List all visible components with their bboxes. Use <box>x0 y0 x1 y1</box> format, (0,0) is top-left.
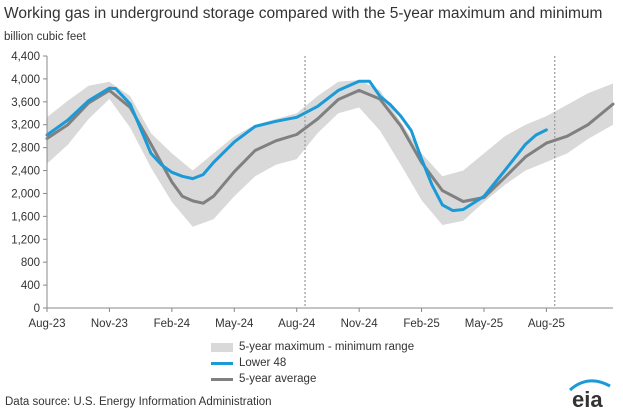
y-tick-label: 1,200 <box>11 234 40 246</box>
y-tick-label: 2,000 <box>11 188 40 200</box>
eia-logo: eia <box>569 379 611 410</box>
series-line-5-year-average <box>45 88 615 205</box>
y-tick-label: 1,600 <box>11 211 40 223</box>
y-tick-label: 2,800 <box>11 143 40 155</box>
range-band-layer <box>47 80 613 227</box>
y-tick-label: 4,400 <box>11 51 40 63</box>
legend-swatch-lower48 <box>211 361 233 365</box>
y-tick-label: 4,000 <box>11 74 40 86</box>
x-tick-label: May-25 <box>465 318 503 330</box>
eia-logo-arc <box>569 379 611 392</box>
x-tick-label: Aug-23 <box>28 318 65 330</box>
legend-label-band: 5-year maximum - minimum range <box>239 341 415 353</box>
legend-item-lower48: Lower 48 <box>211 355 414 371</box>
legend-label-lower48: Lower 48 <box>239 357 287 369</box>
data-source-note: Data source: U.S. Energy Information Adm… <box>5 396 272 408</box>
x-tick-label: Feb-24 <box>154 318 191 330</box>
x-tick-label: Feb-25 <box>403 318 439 330</box>
range-band <box>47 80 613 227</box>
axis-layer: 0 400 800 1,200 1,600 2,000 2,400 2,800 3,200 3,6… <box>11 51 613 330</box>
x-tick-label: Nov-24 <box>341 318 379 330</box>
series-line-layer <box>45 79 615 213</box>
x-tick-label: May-24 <box>215 318 254 330</box>
y-tick-label: 400 <box>21 280 40 292</box>
x-tick-label: Nov-23 <box>91 318 128 330</box>
legend-swatch-average <box>211 377 233 381</box>
chart-legend: 5-year maximum - minimum range Lower 48 … <box>211 339 414 387</box>
x-tick-label: Aug-25 <box>528 318 565 330</box>
chart-title: Working gas in underground storage compa… <box>4 5 603 22</box>
y-tick-label: 3,600 <box>11 97 40 109</box>
legend-swatch-band <box>211 342 233 352</box>
legend-label-average: 5-year average <box>239 373 317 385</box>
vertical-marker-layer <box>304 56 556 308</box>
y-tick-label: 800 <box>21 257 40 269</box>
legend-item-band: 5-year maximum - minimum range <box>211 339 414 355</box>
y-tick-label: 0 <box>34 303 40 315</box>
series-line-lower-48 <box>45 79 548 213</box>
y-tick-label: 3,200 <box>11 120 40 132</box>
eia-logo-text: eia <box>572 387 603 410</box>
legend-item-average: 5-year average <box>211 371 414 387</box>
x-tick-label: Aug-24 <box>278 318 316 330</box>
y-tick-label: 2,400 <box>11 166 40 178</box>
y-axis-units-label: billion cubic feet <box>4 31 86 43</box>
